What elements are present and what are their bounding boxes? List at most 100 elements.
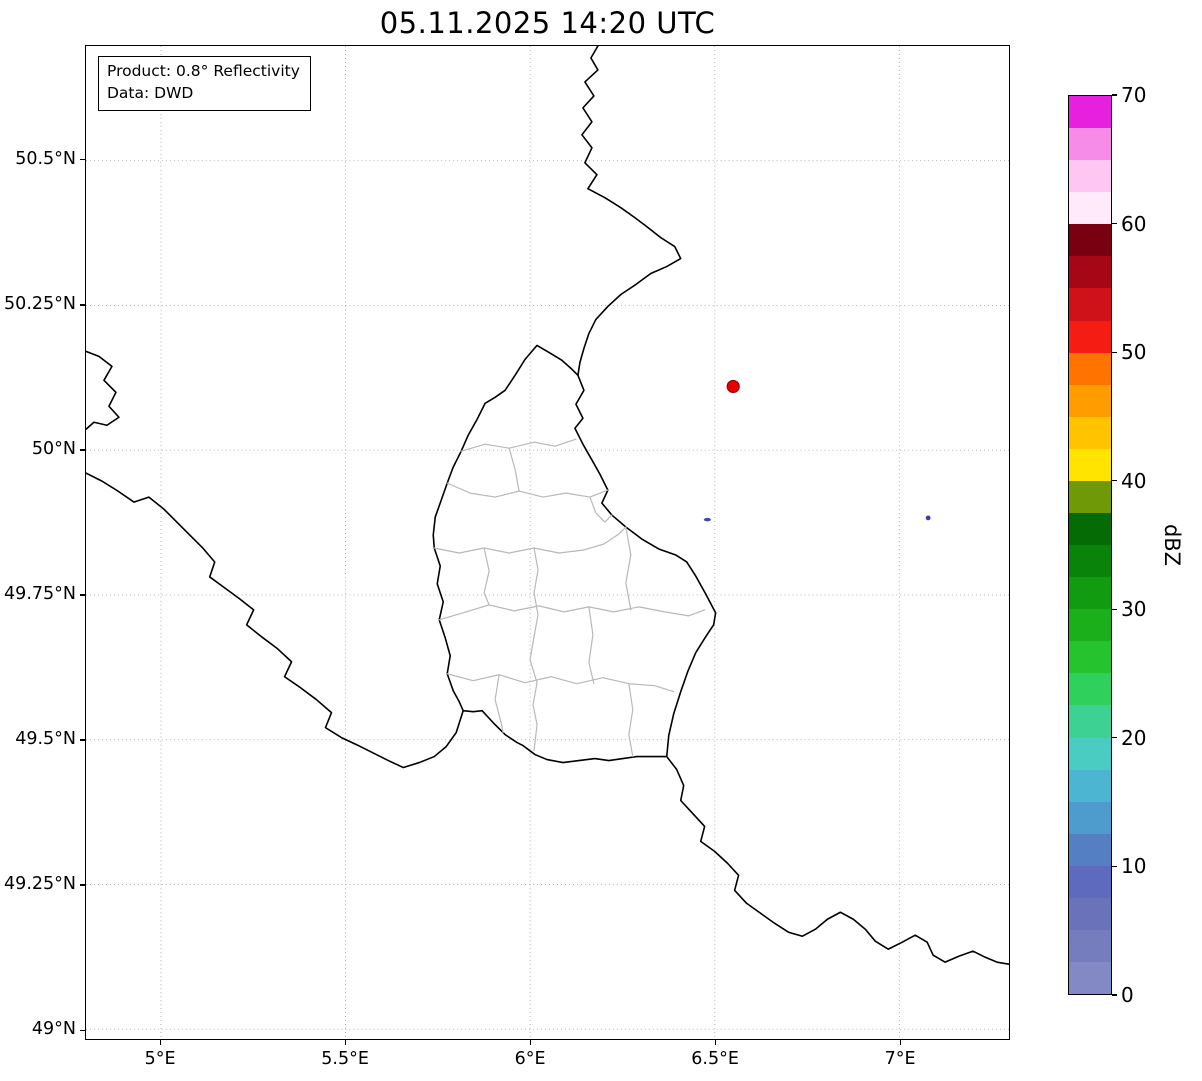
country-borders <box>86 46 1009 965</box>
colorbar-tick-label: 70 <box>1121 83 1147 107</box>
colorbar-tick-label: 30 <box>1121 597 1147 622</box>
canton-border <box>588 606 595 685</box>
radar-echo <box>925 515 931 521</box>
y-tick-label: 50°N <box>31 438 76 459</box>
x-tick-mark <box>529 1040 531 1045</box>
canton-border <box>589 496 613 523</box>
y-tick-mark <box>80 739 85 741</box>
x-tick-mark <box>714 1040 716 1045</box>
y-tick-mark <box>80 884 85 886</box>
canton-border <box>628 683 634 758</box>
y-tick-mark <box>80 304 85 306</box>
x-tick-mark <box>159 1040 161 1045</box>
colorbar <box>1068 95 1112 995</box>
y-tick-mark <box>80 159 85 161</box>
colorbar-tick-label: 50 <box>1121 340 1147 365</box>
colorbar-band <box>1069 865 1111 898</box>
canton-border <box>625 526 632 611</box>
colorbar-band <box>1069 577 1111 610</box>
canton-border <box>533 547 539 638</box>
y-tick-label: 49.25°N <box>4 874 76 895</box>
border-germany-belgium-luxembourg-east <box>574 46 1009 965</box>
x-tick-mark <box>899 1040 901 1045</box>
colorbar-band <box>1069 705 1111 738</box>
colorbar-band <box>1069 801 1111 834</box>
colorbar-band <box>1069 192 1111 225</box>
colorbar-band <box>1069 897 1111 931</box>
colorbar-band <box>1069 480 1111 514</box>
map-plot: Product: 0.8° Reflectivity Data: DWD <box>85 45 1010 1040</box>
y-tick-label: 49.5°N <box>15 729 76 750</box>
colorbar-band <box>1069 224 1111 257</box>
canton-border <box>529 636 538 752</box>
y-tick-label: 50.5°N <box>15 148 76 169</box>
colorbar-tick-mark <box>1112 994 1117 996</box>
colorbar-tick-label: 60 <box>1121 211 1147 236</box>
colorbar-band <box>1069 930 1111 963</box>
y-tick-label: 49°N <box>31 1019 76 1040</box>
canton-border <box>494 674 504 734</box>
colorbar-band <box>1069 352 1111 385</box>
colorbar-tick-mark <box>1112 480 1117 482</box>
canton-border <box>433 526 627 554</box>
x-tick-label: 6.5°E <box>691 1049 739 1069</box>
colorbar-band <box>1069 160 1111 193</box>
colorbar-band <box>1069 320 1111 353</box>
colorbar-tick-mark <box>1112 737 1117 739</box>
x-tick-label: 6°E <box>514 1049 546 1069</box>
colorbar-tick-label: 40 <box>1121 468 1147 493</box>
radar-echoes <box>703 515 931 522</box>
colorbar-tick-mark <box>1112 865 1117 868</box>
colorbar-band <box>1069 833 1111 866</box>
colorbar-label: dBZ <box>1160 523 1184 567</box>
colorbar-band <box>1069 96 1111 129</box>
product-info-box: Product: 0.8° Reflectivity Data: DWD <box>98 56 311 112</box>
colorbar-tick-label: 10 <box>1121 854 1147 879</box>
colorbar-band <box>1069 673 1111 706</box>
colorbar-band <box>1069 513 1111 546</box>
y-tick-label: 50.25°N <box>4 293 76 314</box>
product-label: Product: 0.8° Reflectivity <box>107 62 300 80</box>
map-svg <box>86 46 1009 1039</box>
colorbar-tick-mark <box>1112 94 1117 96</box>
colorbar-band <box>1069 384 1111 417</box>
y-tick-mark <box>80 1029 85 1031</box>
colorbar-band <box>1069 609 1111 642</box>
colorbar-band <box>1069 128 1111 161</box>
colorbar-band <box>1069 737 1111 770</box>
colorbar-band <box>1069 288 1111 321</box>
border-givet-segment <box>86 350 120 431</box>
canton-border <box>438 604 706 621</box>
x-tick-label: 7°E <box>884 1049 916 1069</box>
colorbar-band <box>1069 448 1111 481</box>
x-tick-mark <box>344 1040 346 1045</box>
x-tick-label: 5.5°E <box>321 1049 369 1069</box>
data-source-label: Data: DWD <box>107 83 194 102</box>
border-france-belgium <box>86 472 464 769</box>
radar-site-marker <box>726 379 740 394</box>
canton-border <box>460 438 577 452</box>
grid-lines <box>86 46 1009 1039</box>
y-tick-label: 49.75°N <box>4 584 76 604</box>
radar-echo <box>703 517 711 522</box>
colorbar-band <box>1069 962 1111 995</box>
luxembourg-canton-borders <box>433 438 706 758</box>
canton-border <box>483 547 490 606</box>
canton-border <box>446 673 675 693</box>
y-tick-mark <box>80 594 85 596</box>
figure-title: 05.11.2025 14:20 UTC <box>379 6 716 40</box>
colorbar-band <box>1069 769 1111 802</box>
y-tick-mark <box>80 449 85 451</box>
x-tick-label: 5°E <box>144 1049 176 1069</box>
colorbar-band <box>1069 545 1111 578</box>
canton-border <box>446 482 609 498</box>
colorbar-tick-mark <box>1112 222 1117 225</box>
colorbar-tick-mark <box>1112 608 1117 610</box>
canton-border <box>508 447 520 492</box>
colorbar-tick-label: 0 <box>1121 983 1134 1007</box>
colorbar-band <box>1069 416 1111 449</box>
colorbar-band <box>1069 256 1111 289</box>
colorbar-band <box>1069 641 1111 674</box>
colorbar-tick-label: 20 <box>1121 725 1147 750</box>
